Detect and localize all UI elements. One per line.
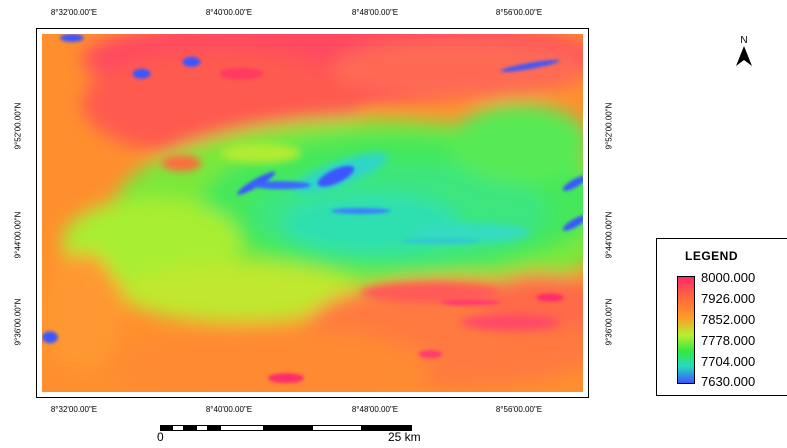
scale-start-label: 0 xyxy=(157,430,164,444)
scale-segment xyxy=(362,425,412,431)
legend-value: 7852.000 xyxy=(701,312,756,327)
scale-segment xyxy=(196,425,208,431)
scale-segment xyxy=(172,425,184,431)
scale-segment xyxy=(208,425,220,431)
north-arrow: N xyxy=(734,36,754,71)
top-tick-label: 8°48'00.00"E xyxy=(351,8,399,17)
raster-image xyxy=(42,34,583,392)
legend-value: 7630.000 xyxy=(701,374,756,389)
scale-end-label: 25 km xyxy=(388,430,421,444)
right-tick-label: 9°36'00.00"N xyxy=(604,298,614,346)
north-arrow-icon xyxy=(736,46,752,66)
right-tick-label: 9°44'00.00"N xyxy=(604,211,614,259)
right-tick-label: 9°52'00.00"N xyxy=(604,102,614,150)
left-tick-label: 9°36'00.00"N xyxy=(13,298,23,346)
north-label: N xyxy=(740,35,748,46)
scale-bar xyxy=(160,425,412,433)
legend-title: LEGEND xyxy=(685,249,739,263)
top-tick-label: 8°40'00.00"E xyxy=(205,8,253,17)
bottom-tick-label: 8°56'00.00"E xyxy=(495,405,543,414)
bottom-tick-label: 8°40'00.00"E xyxy=(205,405,253,414)
legend-color-ramp xyxy=(677,276,695,384)
map-raster[interactable] xyxy=(42,34,583,392)
left-tick-label: 9°44'00.00"N xyxy=(13,211,23,259)
legend: LEGEND 8000.000 7926.000 7852.000 7778.0… xyxy=(656,238,787,396)
bottom-tick-label: 8°32'00.00"E xyxy=(50,405,98,414)
legend-value: 7778.000 xyxy=(701,333,756,348)
bottom-tick-label: 8°48'00.00"E xyxy=(351,405,399,414)
scale-segment xyxy=(160,425,172,431)
top-tick-label: 8°32'00.00"E xyxy=(50,8,98,17)
scale-segment xyxy=(184,425,196,431)
scale-segment xyxy=(312,425,362,431)
scale-segment xyxy=(220,425,264,431)
left-tick-label: 9°52'00.00"N xyxy=(13,102,23,150)
legend-value: 7926.000 xyxy=(701,291,756,306)
legend-value: 8000.000 xyxy=(701,270,756,285)
map-frame xyxy=(36,28,589,398)
scale-segment xyxy=(264,425,312,431)
legend-value: 7704.000 xyxy=(701,354,756,369)
top-tick-label: 8°56'00.00"E xyxy=(495,8,543,17)
